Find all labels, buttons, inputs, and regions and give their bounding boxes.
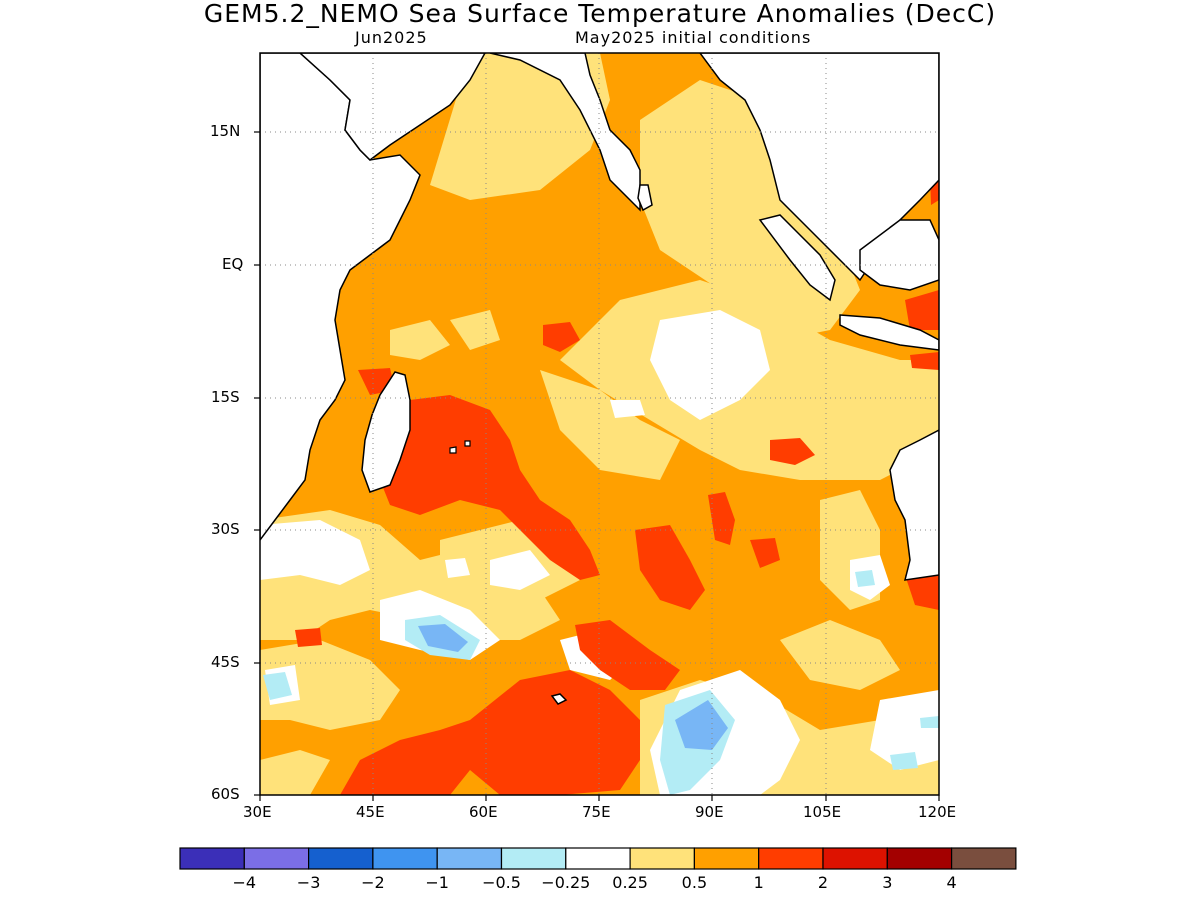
colorbar-swatch [629, 847, 695, 870]
anomaly-region-neutral [650, 310, 770, 420]
lon-label: 120E [918, 803, 957, 821]
anomaly-region-neutral [490, 550, 550, 590]
colorbar-label: −3 [297, 873, 321, 892]
australia-landmass [889, 429, 939, 581]
java-landmass [839, 314, 939, 351]
lon-label: 90E [695, 803, 724, 821]
lon-label: 45E [356, 803, 385, 821]
anomaly-region-025-05 [260, 750, 330, 795]
colorbar-label: −1 [425, 873, 449, 892]
reunion-island [449, 446, 457, 454]
colorbar-swatch [436, 847, 503, 870]
colorbar-swatch [179, 847, 245, 870]
lat-label: 15S [211, 388, 240, 406]
anomaly-region-1-2 [575, 620, 680, 690]
anomaly-region-1-2 [708, 492, 735, 545]
madagascar-landmass [361, 371, 411, 493]
colorbar-swatch [693, 847, 760, 870]
colorbar-label: 0.25 [612, 873, 648, 892]
anomaly-region-025-05 [450, 310, 500, 350]
lon-label: 75E [582, 803, 611, 821]
anomaly-region-cool-025 [920, 716, 939, 728]
anomaly-region-neutral [870, 690, 939, 770]
colorbar-label: 0.5 [682, 873, 707, 892]
lat-label: EQ [222, 255, 244, 273]
anomaly-region-cool-025 [263, 672, 292, 700]
graticule [260, 53, 939, 795]
anomaly-region-1-2 [295, 628, 322, 647]
anomaly-region-neutral [610, 400, 645, 418]
lon-label: 105E [803, 803, 842, 821]
southeast-asia-landmass [699, 53, 939, 282]
anomaly-region-cool-025 [890, 752, 918, 770]
colorbar-label: 2 [818, 873, 828, 892]
anomaly-field [260, 53, 939, 795]
forecast-month: Jun2025 [355, 28, 428, 47]
colorbar-label: 4 [947, 873, 957, 892]
axis-ticks [254, 131, 940, 801]
colorbar-swatch [758, 847, 824, 870]
anomaly-region-025-05 [390, 320, 450, 360]
colorbar-swatch [565, 847, 631, 870]
colorbar-swatch [950, 847, 1017, 870]
colorbar-label: −0.25 [541, 873, 590, 892]
arabia-landmass [298, 53, 486, 161]
lat-label: 60S [211, 785, 240, 803]
anomaly-region-neutral [260, 520, 370, 585]
anomaly-region-1-2 [910, 352, 939, 370]
anomaly-region-025-05 [430, 53, 610, 200]
colorbar-label: −4 [233, 873, 257, 892]
anomaly-region-1-2 [635, 525, 705, 610]
kerguelen-island [550, 693, 568, 705]
colorbar-swatch [822, 847, 888, 870]
colorbar-swatch [372, 847, 438, 870]
sumatra-landmass [758, 214, 836, 302]
lat-label: 30S [211, 520, 240, 538]
anomaly-region-1-2 [905, 290, 939, 330]
map-title: GEM5.2_NEMO Sea Surface Temperature Anom… [203, 0, 997, 28]
lon-label: 30E [243, 803, 272, 821]
sri-lanka-landmass [637, 184, 653, 212]
colorbar-swatch [308, 847, 374, 870]
anomaly-region-neutral [445, 558, 470, 578]
colorbar-label: 3 [882, 873, 892, 892]
colorbar-swatch [886, 847, 953, 870]
anomaly-region-025-05 [780, 620, 900, 690]
lat-label: 15N [210, 122, 241, 140]
anomaly-region-1-2 [380, 395, 600, 580]
colorbar-label: 1 [754, 873, 764, 892]
anomaly-region-1-2 [543, 322, 580, 352]
anomaly-region-cool-05 [418, 624, 468, 652]
anomaly-region-1-2 [750, 538, 780, 568]
colorbar-swatch [500, 847, 567, 870]
borneo-landmass [859, 219, 939, 291]
anomaly-region-cool-05 [675, 700, 728, 750]
initial-conditions-label: May2025 initial conditions [575, 28, 812, 47]
lat-label: 45S [211, 653, 240, 671]
anomaly-region-1-2 [905, 570, 939, 610]
mauritius-island [464, 440, 471, 447]
lon-label: 60E [469, 803, 498, 821]
anomaly-region-cool-025 [855, 570, 875, 587]
colorbar: −4 −3 −2 −1 −0.5 −0.25 0.25 0.5 1 2 3 4 [179, 847, 1017, 892]
colorbar-label: −0.5 [482, 873, 521, 892]
colorbar-label: −2 [361, 873, 385, 892]
anomaly-region-1-2 [770, 438, 815, 465]
colorbar-swatch [243, 847, 310, 870]
